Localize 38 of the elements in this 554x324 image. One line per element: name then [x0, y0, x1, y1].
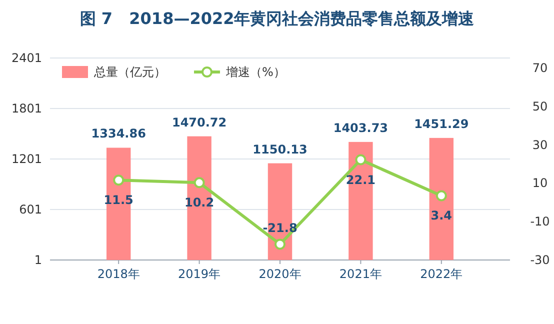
bar — [106, 148, 131, 260]
point — [113, 174, 124, 186]
point — [355, 154, 366, 166]
y-tick-label: 1 — [34, 253, 42, 268]
x-tick-label: 2020年 — [258, 267, 302, 281]
data-label: 22.1 — [346, 172, 376, 187]
bar — [187, 136, 212, 260]
bar — [348, 142, 373, 260]
y2-tick-label: 70 — [532, 60, 548, 75]
data-label: 1334.86 — [91, 126, 146, 141]
data-label: 1451.29 — [414, 116, 469, 131]
legend-label: 增速（%） — [225, 65, 286, 80]
point — [436, 190, 447, 202]
data-label: -21.8 — [262, 221, 298, 236]
y2-tick-label: 30 — [532, 138, 548, 152]
data-label: 1470.72 — [172, 115, 227, 130]
legend-label: 总量（亿元） — [93, 65, 166, 80]
point — [194, 177, 205, 188]
data-label: 11.5 — [104, 193, 134, 208]
data-label: 1403.73 — [333, 120, 388, 135]
y2-tick-label: -30 — [530, 253, 550, 268]
x-tick-label: 2018年 — [97, 267, 140, 281]
y-tick-label: 1201 — [11, 152, 42, 166]
data-label: 3.4 — [430, 208, 452, 223]
chart-title: 图 7 2018—2022年黄冈社会消费品零售总额及增速 — [80, 9, 476, 28]
y-tick-label: 601 — [19, 202, 42, 217]
data-label: 10.2 — [184, 196, 214, 210]
y2-tick-label: 10 — [532, 176, 548, 190]
data-label: 1150.13 — [252, 142, 308, 156]
x-tick-label: 2022年 — [420, 267, 463, 281]
y-tick-label: 1801 — [11, 102, 42, 116]
y-tick-label: 2401 — [11, 51, 42, 66]
x-tick-label: 2021年 — [339, 267, 382, 281]
y2-tick-label: 50 — [532, 99, 548, 114]
x-tick-label: 2019年 — [178, 267, 221, 281]
y2-tick-label: -10 — [530, 214, 550, 229]
bar — [429, 138, 454, 260]
point — [274, 238, 286, 250]
